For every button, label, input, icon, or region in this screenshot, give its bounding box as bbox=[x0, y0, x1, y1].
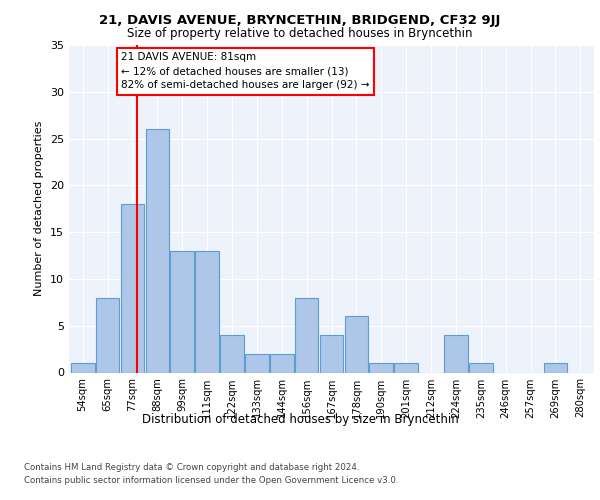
Bar bbox=[245, 354, 269, 372]
Bar bbox=[195, 251, 219, 372]
Bar bbox=[370, 363, 393, 372]
Bar bbox=[344, 316, 368, 372]
Bar bbox=[96, 298, 119, 372]
Text: Contains HM Land Registry data © Crown copyright and database right 2024.: Contains HM Land Registry data © Crown c… bbox=[24, 462, 359, 471]
Text: 21 DAVIS AVENUE: 81sqm
← 12% of detached houses are smaller (13)
82% of semi-det: 21 DAVIS AVENUE: 81sqm ← 12% of detached… bbox=[121, 52, 370, 90]
Bar bbox=[295, 298, 319, 372]
Bar bbox=[121, 204, 144, 372]
Bar bbox=[444, 335, 468, 372]
Bar bbox=[220, 335, 244, 372]
Text: Contains public sector information licensed under the Open Government Licence v3: Contains public sector information licen… bbox=[24, 476, 398, 485]
Bar bbox=[270, 354, 293, 372]
Bar bbox=[320, 335, 343, 372]
Bar bbox=[544, 363, 567, 372]
Bar bbox=[469, 363, 493, 372]
Bar bbox=[170, 251, 194, 372]
Text: Size of property relative to detached houses in Bryncethin: Size of property relative to detached ho… bbox=[127, 28, 473, 40]
Text: 21, DAVIS AVENUE, BRYNCETHIN, BRIDGEND, CF32 9JJ: 21, DAVIS AVENUE, BRYNCETHIN, BRIDGEND, … bbox=[100, 14, 500, 27]
Text: Distribution of detached houses by size in Bryncethin: Distribution of detached houses by size … bbox=[142, 412, 458, 426]
Y-axis label: Number of detached properties: Number of detached properties bbox=[34, 121, 44, 296]
Bar bbox=[394, 363, 418, 372]
Bar bbox=[71, 363, 95, 372]
Bar bbox=[146, 129, 169, 372]
